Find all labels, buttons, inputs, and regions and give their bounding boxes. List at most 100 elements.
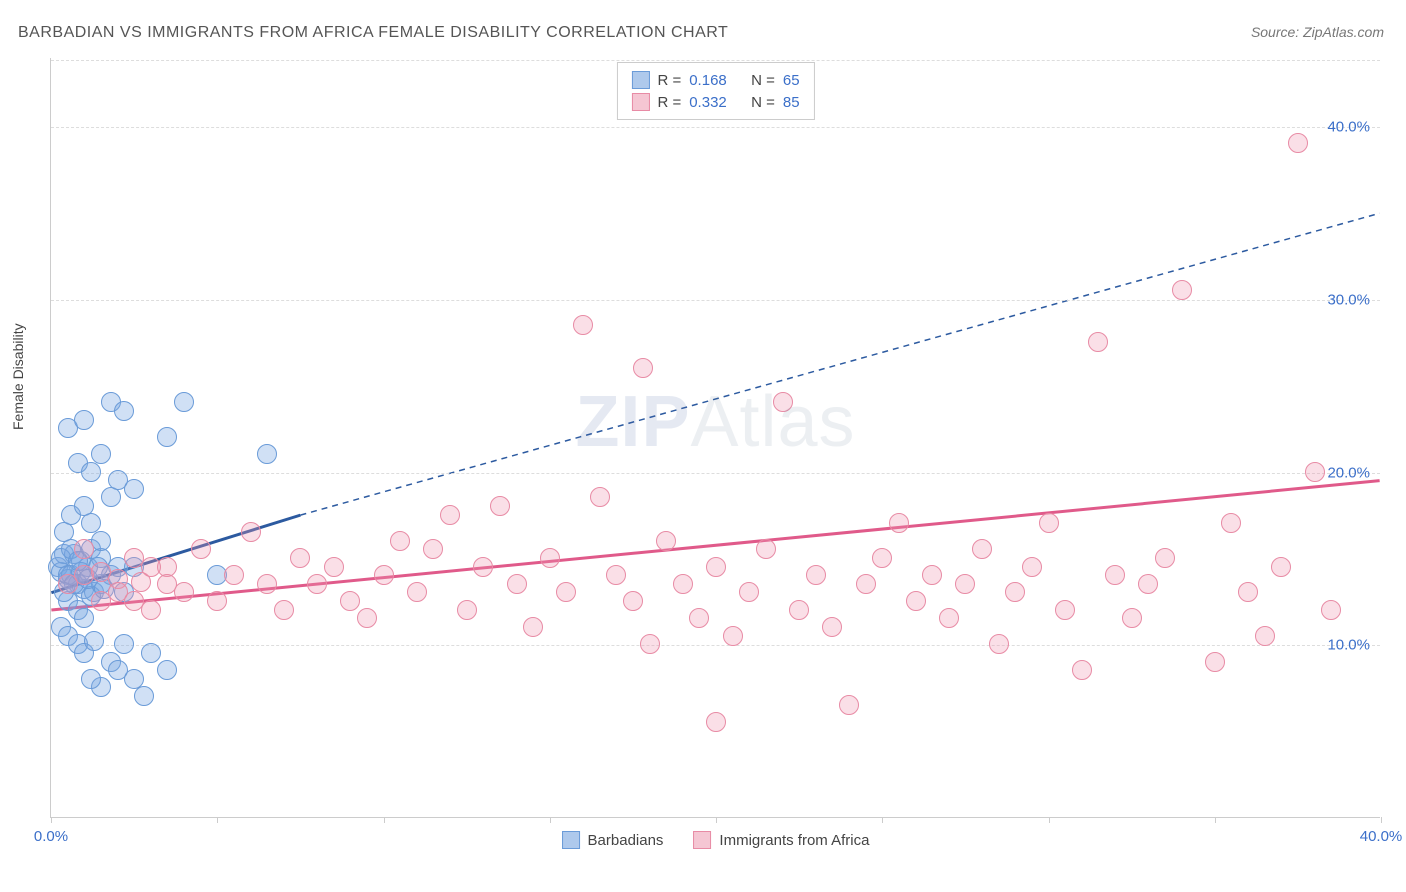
data-point [257, 444, 277, 464]
swatch-barbadians-icon [562, 831, 580, 849]
data-point [357, 608, 377, 628]
data-point [374, 565, 394, 585]
data-point [473, 557, 493, 577]
gridline [51, 473, 1380, 474]
x-tick [384, 817, 385, 823]
data-point [706, 712, 726, 732]
data-point [989, 634, 1009, 654]
data-point [723, 626, 743, 646]
data-point [141, 557, 161, 577]
data-point [1238, 582, 1258, 602]
swatch-immigrants-icon [693, 831, 711, 849]
data-point [972, 539, 992, 559]
data-point [101, 487, 121, 507]
data-point [340, 591, 360, 611]
legend-row-immigrants: R = 0.332 N = 85 [631, 91, 799, 113]
legend-label-0: Barbadians [588, 832, 664, 849]
x-tick [217, 817, 218, 823]
x-tick [1215, 817, 1216, 823]
data-point [789, 600, 809, 620]
r-label: R = [657, 72, 681, 89]
gridline [51, 645, 1380, 646]
data-point [174, 392, 194, 412]
data-point [1172, 280, 1192, 300]
data-point [906, 591, 926, 611]
data-point [623, 591, 643, 611]
n-label: N = [751, 94, 775, 111]
data-point [1288, 133, 1308, 153]
data-point [689, 608, 709, 628]
data-point [290, 548, 310, 568]
data-point [91, 562, 111, 582]
data-point [124, 591, 144, 611]
data-point [889, 513, 909, 533]
y-tick-label: 10.0% [1327, 637, 1370, 654]
data-point [191, 539, 211, 559]
data-point [1205, 652, 1225, 672]
data-point [1138, 574, 1158, 594]
chart-title: BARBADIAN VS IMMIGRANTS FROM AFRICA FEMA… [18, 24, 728, 42]
data-point [1105, 565, 1125, 585]
x-tick [716, 817, 717, 823]
data-point [1088, 332, 1108, 352]
n-label: N = [751, 72, 775, 89]
swatch-immigrants [631, 93, 649, 111]
legend-item-barbadians: Barbadians [562, 831, 664, 849]
watermark-light: Atlas [690, 382, 855, 462]
data-point [573, 315, 593, 335]
data-point [490, 496, 510, 516]
data-point [81, 462, 101, 482]
legend-label-1: Immigrants from Africa [719, 832, 869, 849]
legend-series: Barbadians Immigrants from Africa [562, 831, 870, 849]
data-point [1039, 513, 1059, 533]
data-point [507, 574, 527, 594]
data-point [856, 574, 876, 594]
data-point [390, 531, 410, 551]
n-value-0: 65 [783, 72, 800, 89]
data-point [922, 565, 942, 585]
y-axis-label: Female Disability [10, 323, 26, 430]
data-point [633, 358, 653, 378]
data-point [1255, 626, 1275, 646]
data-point [773, 392, 793, 412]
gridline [51, 60, 1380, 61]
data-point [81, 669, 101, 689]
r-label: R = [657, 94, 681, 111]
data-point [756, 539, 776, 559]
data-point [1221, 513, 1241, 533]
data-point [257, 574, 277, 594]
legend-stats: R = 0.168 N = 65 R = 0.332 N = 85 [616, 62, 814, 120]
data-point [839, 695, 859, 715]
data-point [74, 539, 94, 559]
data-point [241, 522, 261, 542]
r-value-1: 0.332 [689, 94, 727, 111]
data-point [822, 617, 842, 637]
data-point [656, 531, 676, 551]
x-tick [1381, 817, 1382, 823]
data-point [806, 565, 826, 585]
data-point [1022, 557, 1042, 577]
x-tick [882, 817, 883, 823]
data-point [606, 565, 626, 585]
y-tick-label: 30.0% [1327, 291, 1370, 308]
data-point [274, 600, 294, 620]
data-point [307, 574, 327, 594]
data-point [457, 600, 477, 620]
data-point [324, 557, 344, 577]
x-tick-label: 40.0% [1360, 828, 1403, 845]
data-point [1072, 660, 1092, 680]
data-point [423, 539, 443, 559]
y-tick-label: 40.0% [1327, 119, 1370, 136]
data-point [955, 574, 975, 594]
data-point [1055, 600, 1075, 620]
data-point [74, 608, 94, 628]
trend-lines [51, 58, 1380, 817]
watermark-bold: ZIP [575, 382, 690, 462]
swatch-barbadians [631, 71, 649, 89]
data-point [134, 686, 154, 706]
data-point [440, 505, 460, 525]
data-point [157, 660, 177, 680]
x-tick [51, 817, 52, 823]
data-point [407, 582, 427, 602]
data-point [1321, 600, 1341, 620]
